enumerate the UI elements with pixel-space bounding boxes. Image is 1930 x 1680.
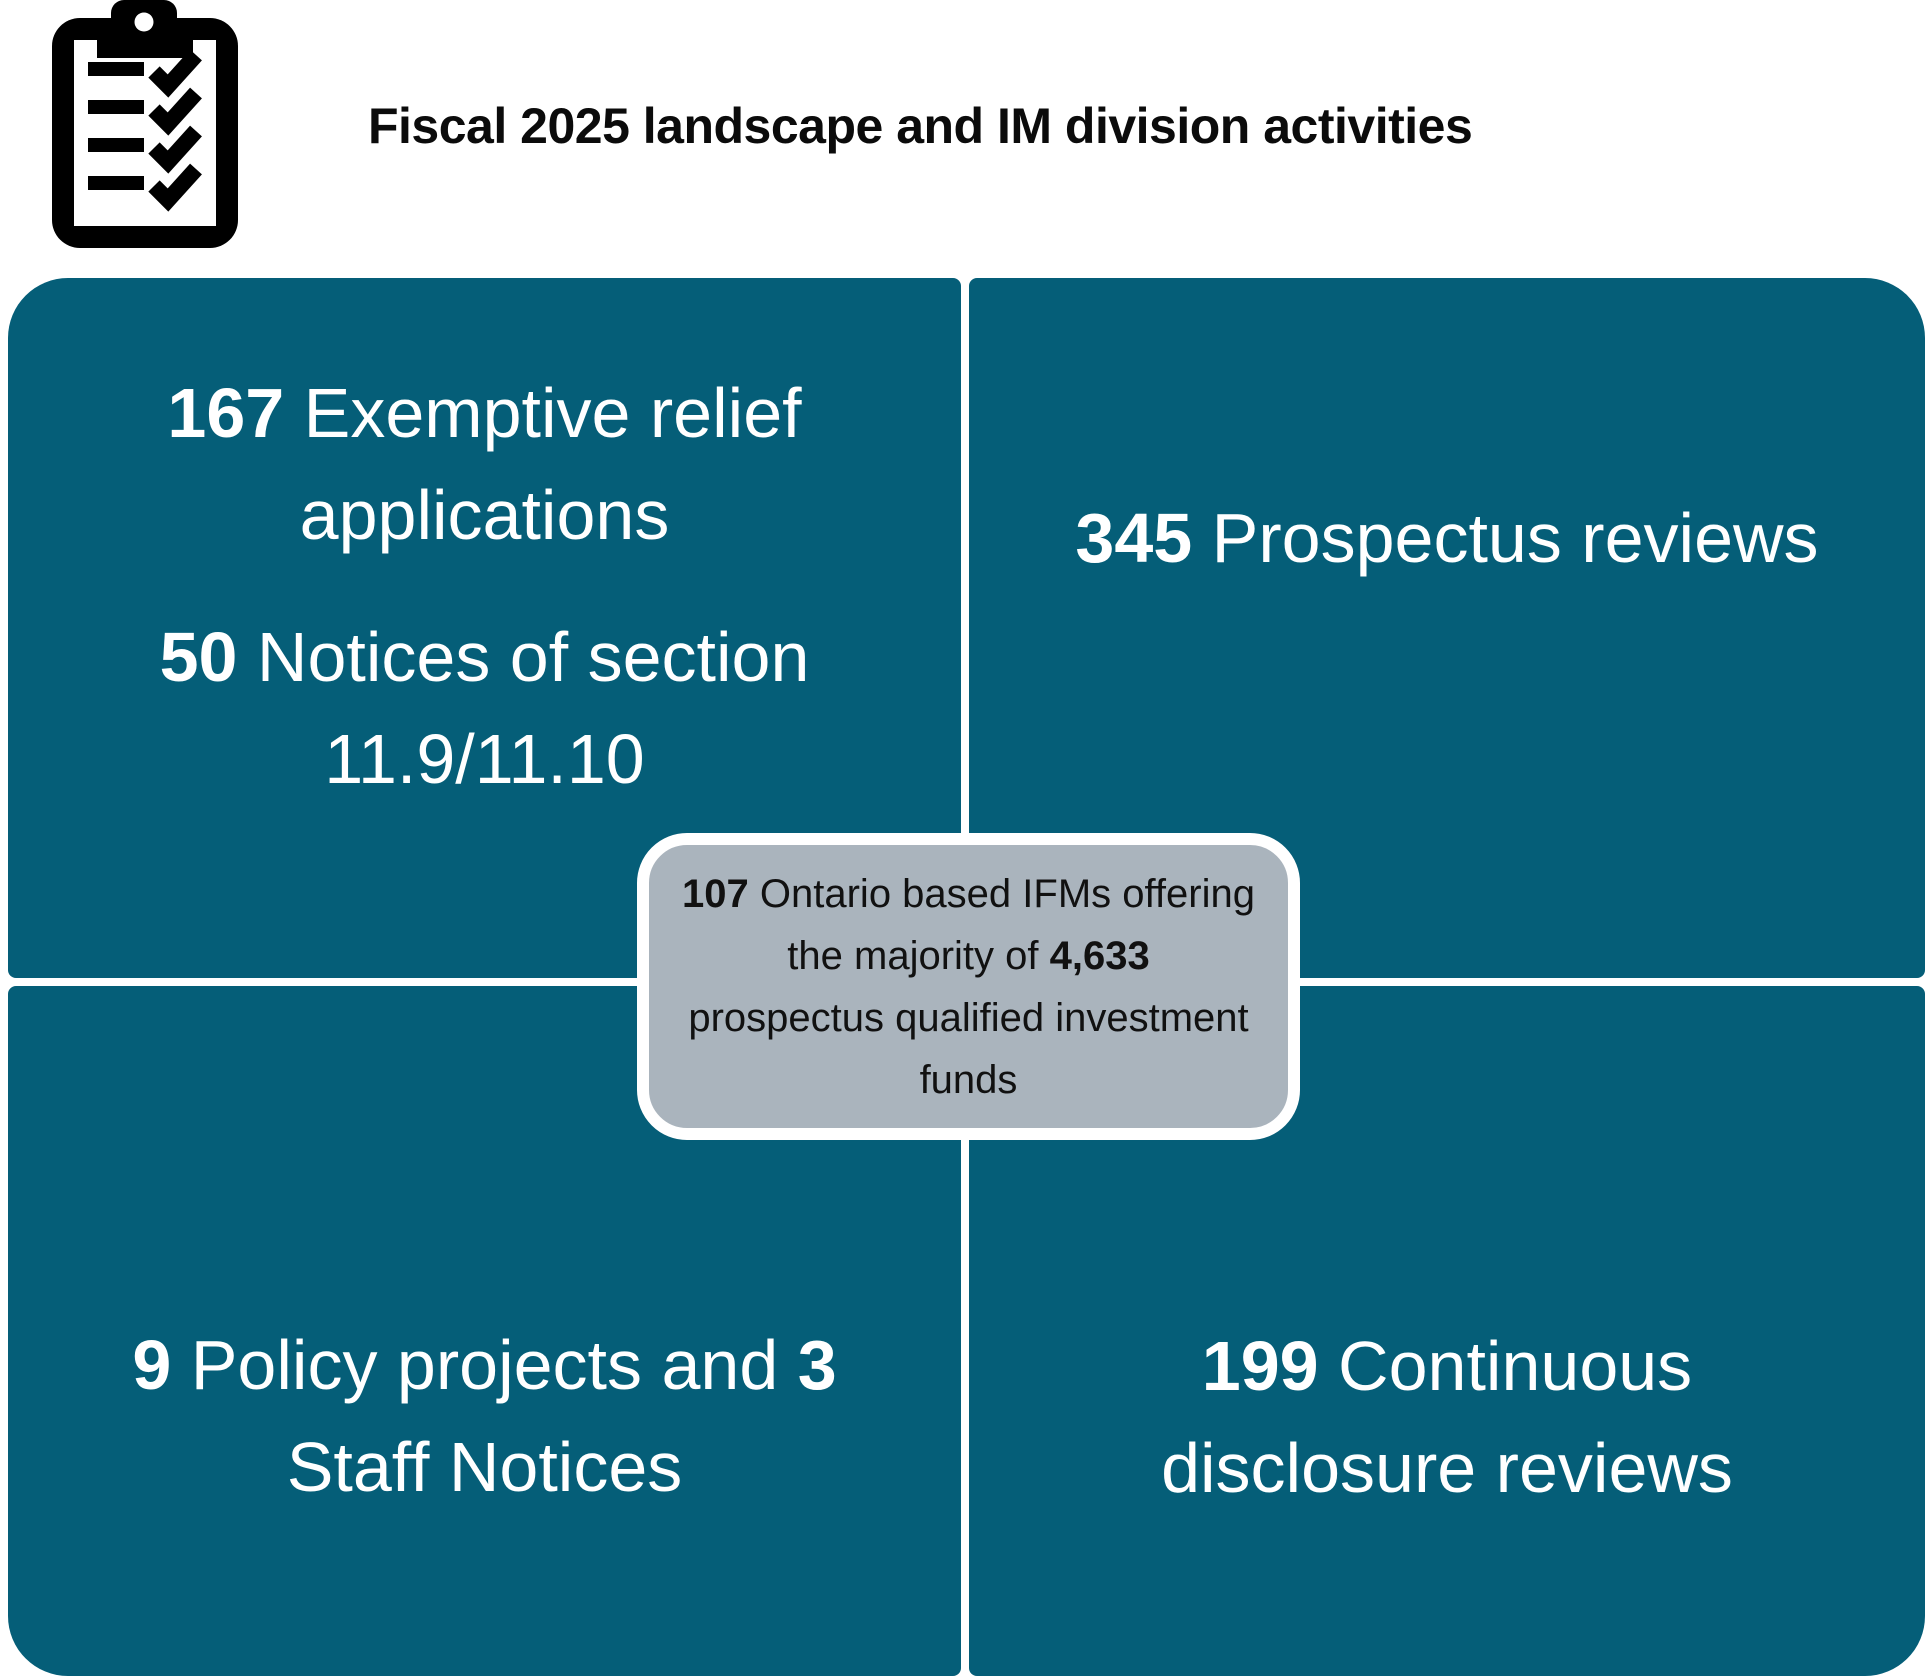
prospectus-reviews-stat: 345 Prospectus reviews xyxy=(969,487,1925,589)
stat-label: 11.9/11.10 xyxy=(324,720,645,798)
stat-number: 50 xyxy=(159,618,238,696)
page-title: Fiscal 2025 landscape and IM division ac… xyxy=(368,98,1473,154)
stat-line: Staff Notices xyxy=(40,1416,930,1518)
stat-line: 50 Notices of section xyxy=(8,606,961,708)
callout-line: prospectus qualified investment xyxy=(649,987,1288,1049)
stat-label: Exemptive relief xyxy=(284,374,802,452)
stat-number: 9 xyxy=(132,1326,172,1404)
stat-line: 167 Exemptive relief xyxy=(8,362,961,464)
stat-label: Notices of section xyxy=(237,618,810,696)
callout-text: the majority of xyxy=(787,933,1050,978)
callout-line: the majority of 4,633 xyxy=(649,925,1288,987)
callout-text: Ontario based IFMs offering xyxy=(748,871,1255,916)
policy-projects-stat: 9 Policy projects and 3 Staff Notices xyxy=(8,1314,961,1518)
callout-text: funds xyxy=(919,1057,1018,1102)
exemptive-relief-stats: 167 Exemptive relief applications 50 Not… xyxy=(8,362,961,810)
stat-line: 9 Policy projects and 3 xyxy=(40,1314,930,1416)
quadrant-policy-projects: 9 Policy projects and 3 Staff Notices xyxy=(8,986,961,1676)
stat-line: applications xyxy=(8,464,961,566)
stat-label: Staff Notices xyxy=(286,1428,683,1506)
stat-number: 167 xyxy=(167,374,285,452)
continuous-disclosure-stat: 199 Continuous disclosure reviews xyxy=(969,1315,1925,1519)
stat-number: 199 xyxy=(1201,1327,1319,1405)
callout-text: prospectus qualified investment xyxy=(688,995,1249,1040)
stat-label: Continuous xyxy=(1318,1327,1693,1405)
callout-number: 4,633 xyxy=(1049,933,1150,978)
callout-line: 107 Ontario based IFMs offering xyxy=(649,863,1288,925)
callout-line: funds xyxy=(649,1049,1288,1111)
stat-line: disclosure reviews xyxy=(1067,1417,1827,1519)
center-callout-box: 107 Ontario based IFMs offering the majo… xyxy=(637,833,1300,1140)
clipboard-checklist-icon xyxy=(48,0,240,252)
stat-label: disclosure reviews xyxy=(1161,1429,1733,1507)
callout-number: 107 xyxy=(682,871,749,916)
stat-line: 199 Continuous xyxy=(1067,1315,1827,1417)
stat-number: 345 xyxy=(1075,499,1193,577)
stat-label: Prospectus reviews xyxy=(1192,499,1819,577)
stat-label: Policy projects and xyxy=(171,1326,798,1404)
stat-line: 11.9/11.10 xyxy=(8,708,961,810)
stat-label: applications xyxy=(299,476,670,554)
stat-number: 3 xyxy=(797,1326,837,1404)
stat-line: 345 Prospectus reviews xyxy=(969,487,1925,589)
